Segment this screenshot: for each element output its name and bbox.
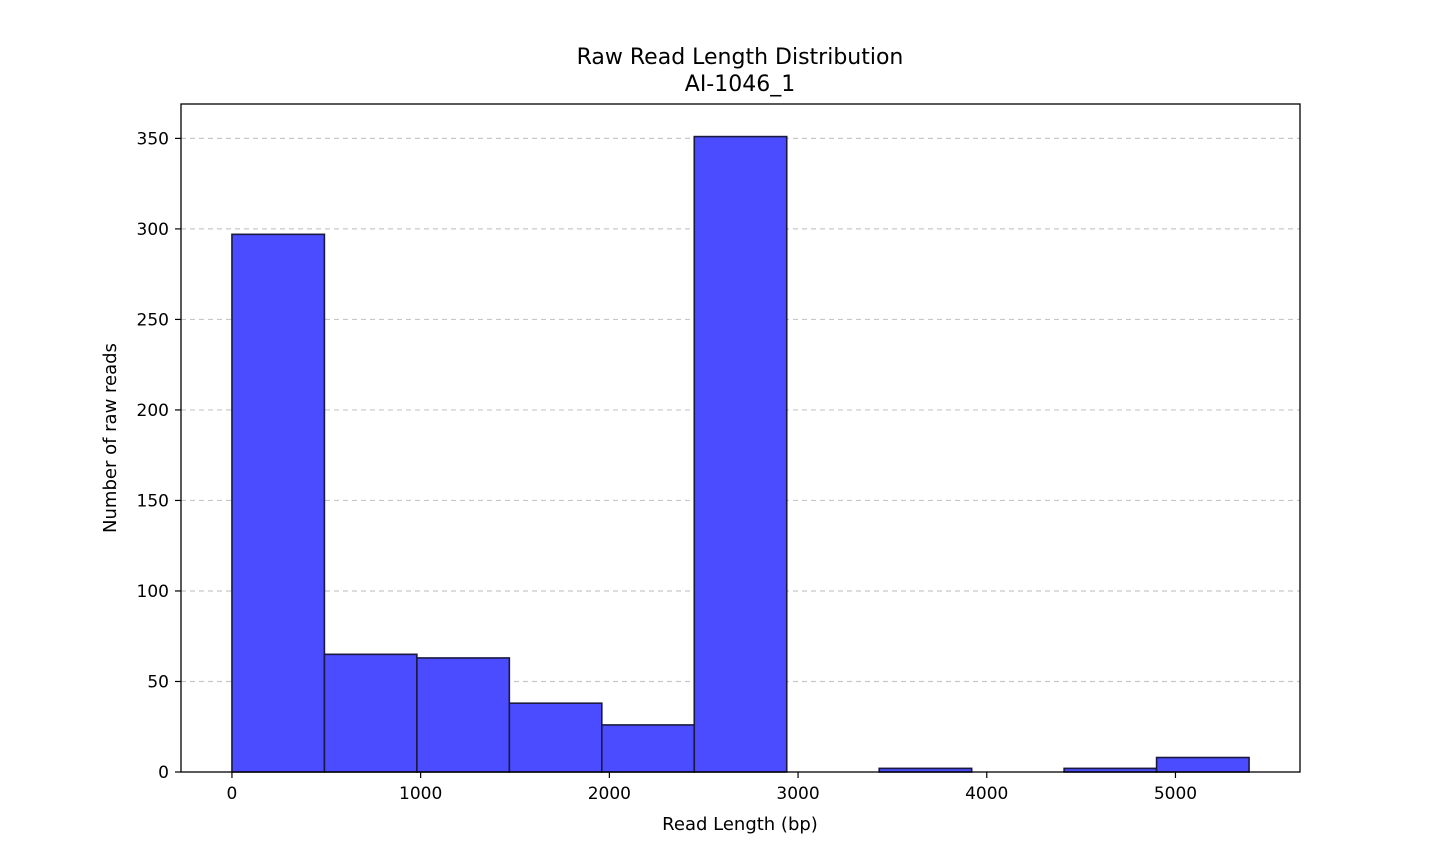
x-tick-label: 3000	[776, 784, 819, 804]
histogram-bar	[323, 653, 418, 773]
y-tick-label: 200	[137, 401, 169, 421]
histogram-bar	[601, 724, 696, 773]
histogram-bar	[416, 657, 511, 773]
y-axis-ticks: 0 50 100 150 200 250 300 350	[137, 129, 181, 783]
histogram-bar	[1155, 756, 1250, 773]
y-tick-label: 100	[137, 582, 169, 602]
y-tick-label: 50	[147, 672, 169, 692]
y-tick-label: 350	[137, 129, 169, 149]
bars	[231, 135, 1250, 773]
y-axis-label: Number of raw reads	[100, 343, 121, 533]
x-tick-label: 2000	[588, 784, 631, 804]
histogram-bar	[231, 233, 326, 773]
x-axis-ticks: 0 1000 2000 3000 4000 5000	[227, 772, 1197, 804]
chart-title: Raw Read Length Distribution	[577, 45, 904, 70]
x-tick-label: 4000	[965, 784, 1008, 804]
x-tick-label: 1000	[399, 784, 442, 804]
chart-subtitle: AI-1046_1	[685, 72, 795, 97]
x-axis-label: Read Length (bp)	[662, 814, 818, 835]
plot-frame	[180, 103, 1301, 773]
y-tick-label: 250	[137, 310, 169, 330]
y-tick-label: 150	[137, 491, 169, 511]
histogram-bar	[508, 702, 603, 773]
y-tick-label: 300	[137, 220, 169, 240]
histogram-bar	[693, 135, 788, 773]
x-tick-label: 0	[227, 784, 238, 804]
y-tick-label: 0	[158, 763, 169, 783]
x-tick-label: 5000	[1154, 784, 1197, 804]
